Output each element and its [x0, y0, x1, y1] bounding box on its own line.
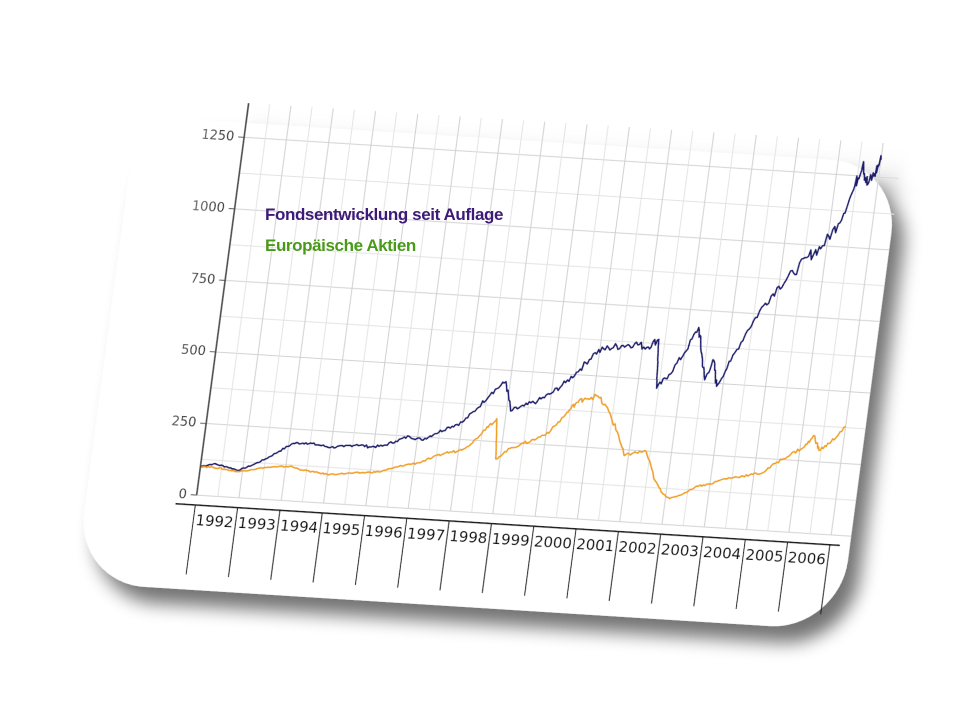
card-fade-overlay	[83, 120, 892, 627]
legend-label-european-stocks: Europäische Aktien	[265, 236, 416, 255]
legend: Fondsentwicklung seit Auflage Europäisch…	[265, 205, 503, 255]
legend-label-fund: Fondsentwicklung seit Auflage	[265, 205, 503, 224]
chart-card: 025050075010001250 199219931994199519961…	[83, 103, 899, 627]
